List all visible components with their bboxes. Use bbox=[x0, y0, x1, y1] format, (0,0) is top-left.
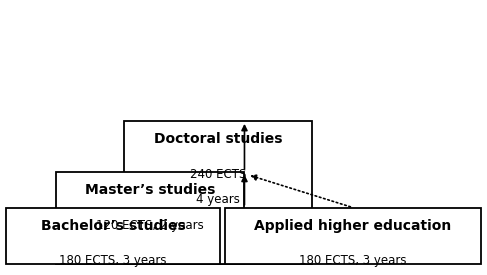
Text: Master’s studies: Master’s studies bbox=[85, 183, 215, 197]
Text: Applied higher education: Applied higher education bbox=[254, 219, 452, 233]
Bar bbox=[124, 121, 312, 264]
Bar bbox=[6, 208, 220, 264]
Text: 240 ECTS: 240 ECTS bbox=[190, 168, 246, 181]
Text: Doctoral studies: Doctoral studies bbox=[154, 132, 282, 146]
Text: Bachelor’s studies: Bachelor’s studies bbox=[40, 219, 186, 233]
Text: 4 years: 4 years bbox=[196, 192, 240, 205]
Bar bbox=[56, 172, 244, 264]
Text: 120 ECTS, 2 years: 120 ECTS, 2 years bbox=[96, 219, 204, 232]
Bar bbox=[225, 208, 481, 264]
Text: 180 ECTS, 3 years: 180 ECTS, 3 years bbox=[59, 254, 167, 267]
Text: 180 ECTS, 3 years: 180 ECTS, 3 years bbox=[300, 254, 407, 267]
